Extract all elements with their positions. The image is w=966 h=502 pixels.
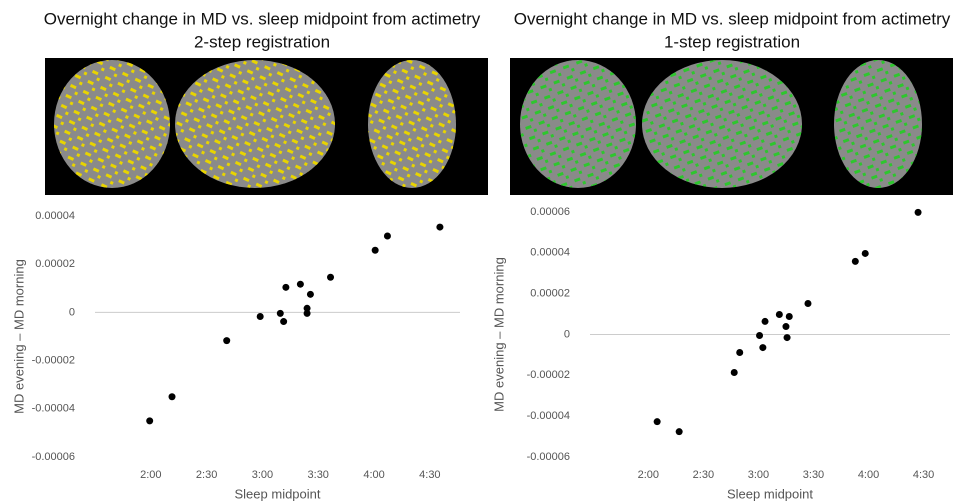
- x-tick-label: 3:30: [803, 469, 824, 481]
- chart-subtitle: 1-step registration: [664, 32, 800, 51]
- x-tick-label: 3:00: [748, 469, 769, 481]
- point: [915, 209, 922, 216]
- point: [223, 337, 230, 344]
- y-tick-label: 0: [564, 328, 570, 340]
- point: [282, 284, 289, 291]
- point: [782, 323, 789, 330]
- x-tick-label: 4:00: [363, 469, 384, 481]
- point: [327, 274, 334, 281]
- x-tick-label: 3:30: [308, 469, 329, 481]
- y-axis-title: MD evening – MD morning: [491, 257, 506, 412]
- x-tick-label: 3:00: [252, 469, 273, 481]
- point: [654, 418, 661, 425]
- point: [257, 313, 264, 320]
- x-axis-title: Sleep midpoint: [235, 486, 321, 501]
- y-tick-label: 0.00004: [35, 210, 75, 222]
- x-tick-label: 4:30: [913, 469, 934, 481]
- chart-title: Overnight change in MD vs. sleep midpoin…: [514, 9, 951, 28]
- x-tick-label: 2:30: [693, 469, 714, 481]
- point: [731, 369, 738, 376]
- point: [736, 349, 743, 356]
- y-tick-label: -0.00006: [32, 451, 75, 463]
- point: [786, 313, 793, 320]
- x-tick-label: 2:00: [140, 469, 161, 481]
- y-tick-label: -0.00006: [527, 451, 570, 463]
- point: [759, 344, 766, 351]
- y-tick-label: -0.00004: [527, 410, 570, 422]
- point: [304, 310, 311, 317]
- y-tick-label: 0: [69, 306, 75, 318]
- x-tick-label: 4:00: [858, 469, 879, 481]
- point: [852, 258, 859, 265]
- point: [436, 224, 443, 231]
- point: [784, 334, 791, 341]
- y-tick-label: 0.00002: [530, 288, 570, 300]
- brain-images-left: [45, 58, 488, 195]
- point: [776, 311, 783, 318]
- y-axis-title: MD evening – MD morning: [11, 259, 26, 414]
- point: [280, 318, 287, 325]
- point: [372, 247, 379, 254]
- point: [277, 310, 284, 317]
- point: [146, 417, 153, 424]
- chart-title: Overnight change in MD vs. sleep midpoin…: [44, 9, 481, 28]
- x-axis-title: Sleep midpoint: [727, 486, 813, 501]
- x-tick-label: 2:30: [196, 469, 217, 481]
- y-tick-label: 0.00002: [35, 258, 75, 270]
- y-tick-label: -0.00002: [527, 369, 570, 381]
- point: [756, 332, 763, 339]
- point: [862, 250, 869, 257]
- point: [297, 281, 304, 288]
- point: [804, 300, 811, 307]
- y-tick-label: -0.00002: [32, 355, 75, 367]
- x-tick-label: 4:30: [419, 469, 440, 481]
- brain-images-right: [510, 58, 953, 195]
- point: [307, 291, 314, 298]
- point: [384, 233, 391, 240]
- y-tick-label: 0.00004: [530, 247, 570, 259]
- chart-subtitle: 2-step registration: [194, 32, 330, 51]
- point: [169, 393, 176, 400]
- y-tick-label: -0.00004: [32, 403, 75, 415]
- x-tick-label: 2:00: [638, 469, 659, 481]
- y-tick-label: 0.00006: [530, 206, 570, 218]
- point: [676, 428, 683, 435]
- figure: Overnight change in MD vs. sleep midpoin…: [0, 0, 966, 502]
- point: [762, 318, 769, 325]
